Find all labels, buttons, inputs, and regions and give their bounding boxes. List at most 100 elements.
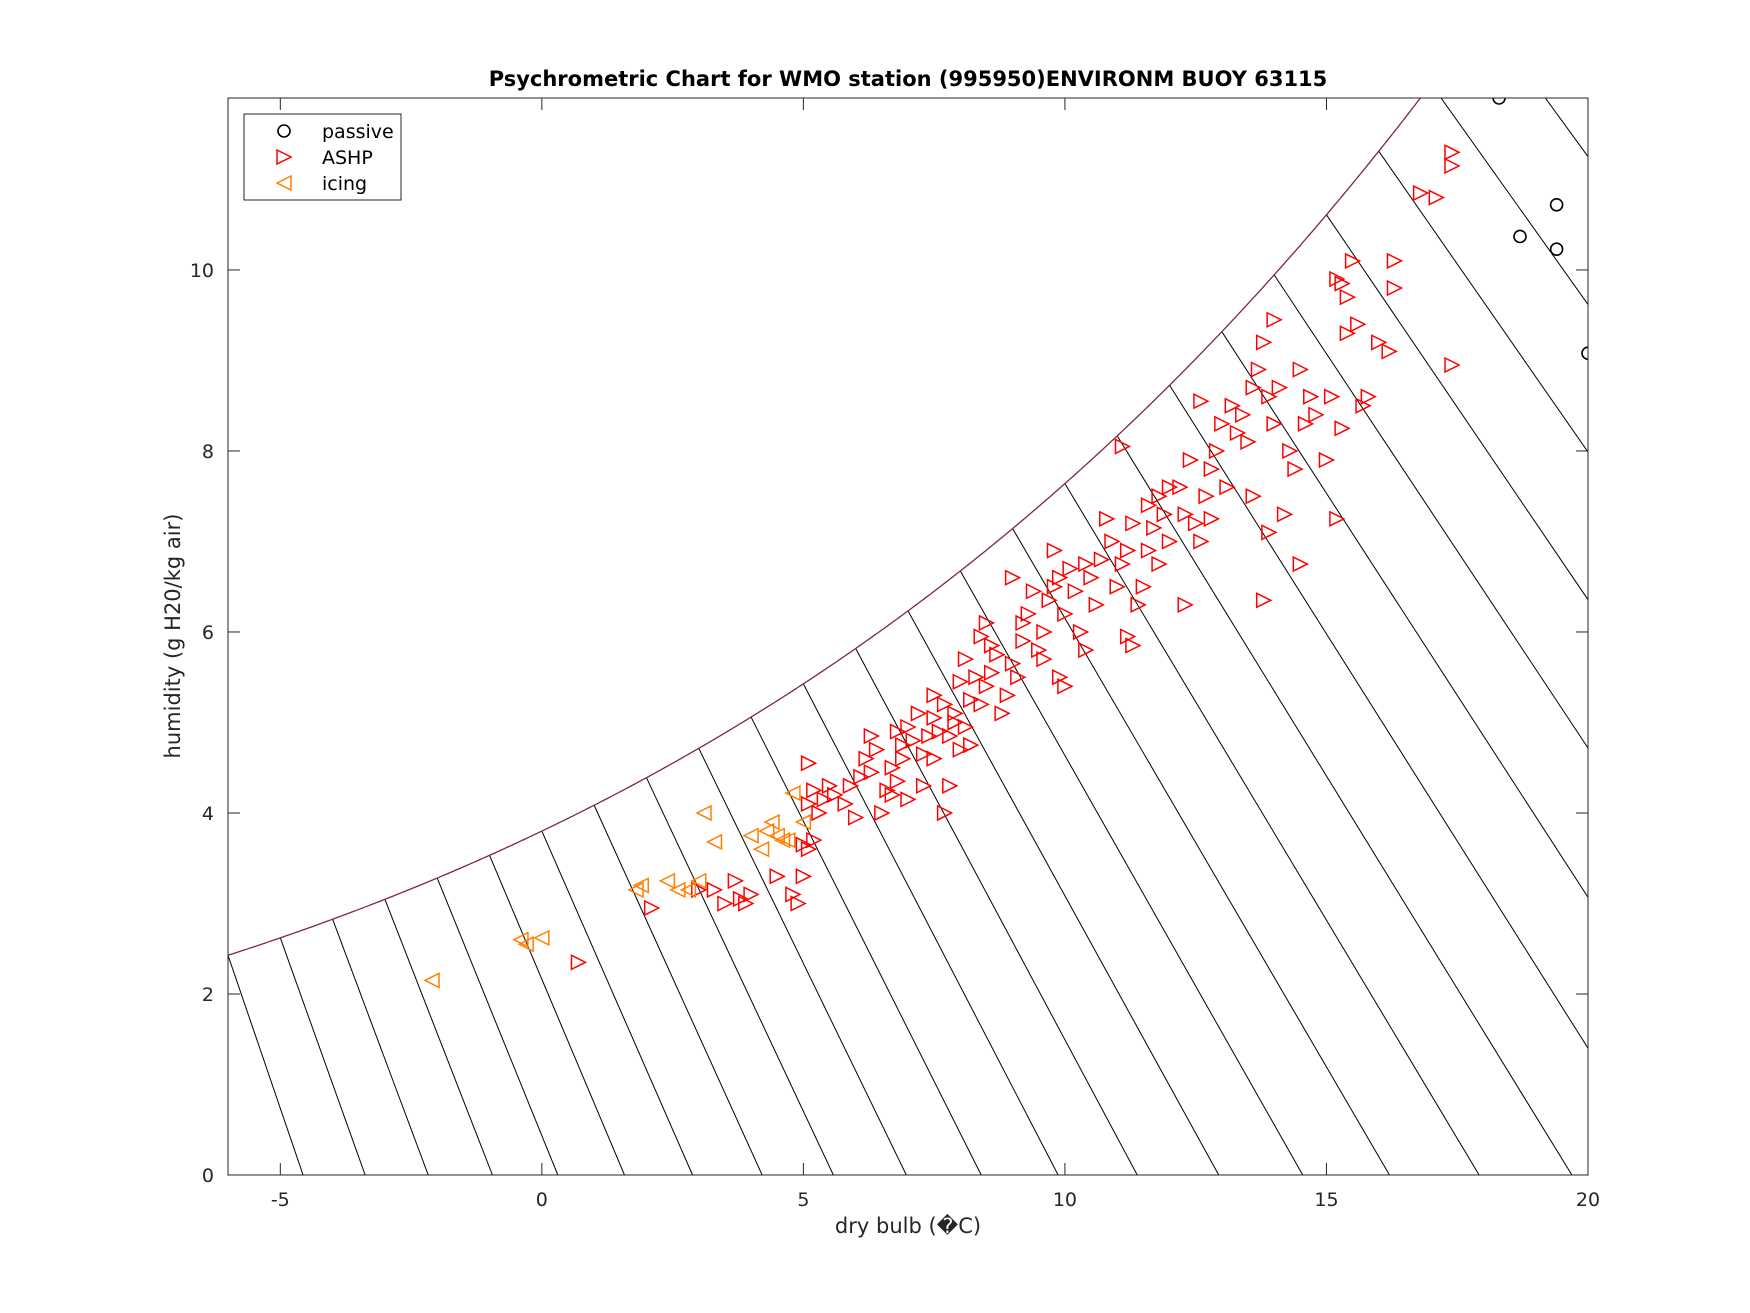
y-tick-label: 10	[190, 260, 214, 282]
point-icing	[690, 872, 707, 890]
point-icing	[658, 872, 676, 890]
legend-label-passive: passive	[322, 121, 394, 143]
wet-bulb-line	[1012, 528, 1390, 1175]
point-ashp	[1088, 596, 1105, 614]
point-ashp	[1161, 533, 1179, 550]
point-ashp	[1193, 533, 1210, 550]
point-ashp	[952, 673, 969, 690]
point-ashp	[847, 809, 865, 826]
point-ashp	[1287, 460, 1304, 478]
wet-bulb-line	[1221, 331, 1588, 899]
point-ashp	[1046, 542, 1064, 559]
wet-bulb-line	[1440, 98, 1588, 306]
point-icing	[794, 813, 812, 831]
point-ashp	[1250, 361, 1268, 378]
point-ashp	[863, 764, 881, 781]
point-ashp	[931, 723, 949, 740]
point-ashp	[1245, 379, 1262, 396]
point-ashp	[1339, 288, 1357, 306]
point-ashp	[1114, 555, 1132, 573]
point-ashp	[1303, 388, 1320, 405]
point-ashp	[1229, 424, 1247, 442]
point-ashp	[1083, 569, 1100, 586]
point-ashp	[1350, 316, 1367, 333]
legend-markers	[275, 124, 293, 192]
point-ashp	[1255, 334, 1273, 351]
point-ashp	[926, 709, 943, 727]
x-tick-label: 10	[1053, 1189, 1077, 1211]
point-icing	[779, 831, 796, 849]
point-ashp	[1292, 555, 1309, 573]
point-ashp	[921, 727, 938, 745]
point-ashp	[1151, 488, 1168, 505]
point-ashp	[978, 678, 996, 695]
point-ashp	[1339, 325, 1357, 342]
point-ashp	[1109, 578, 1126, 595]
point-ashp	[1067, 583, 1085, 600]
wet-bulb-line	[436, 877, 559, 1175]
point-ashp	[1004, 655, 1022, 672]
point-ashp	[1282, 442, 1299, 460]
point-ashp	[842, 777, 860, 795]
point-ashp	[863, 727, 881, 745]
point-ashp	[1140, 542, 1158, 559]
point-ashp	[915, 745, 933, 763]
point-ashp	[1010, 669, 1027, 686]
wet-bulb-line	[802, 683, 1059, 1175]
x-tick-label: -5	[271, 1189, 290, 1211]
point-ashp	[1412, 184, 1430, 202]
point-icing	[423, 972, 440, 989]
point-ashp	[1182, 451, 1200, 469]
point-icing	[695, 804, 712, 822]
point-ashp	[1057, 605, 1074, 623]
point-ashp	[879, 782, 896, 799]
point-ashp	[1156, 506, 1173, 523]
point-ashp	[1444, 157, 1461, 175]
point-ashp	[800, 754, 818, 772]
wet-bulb-line	[228, 955, 304, 1175]
point-ashp	[994, 705, 1011, 722]
point-ashp	[942, 777, 959, 795]
point-ashp	[1444, 356, 1461, 374]
point-ashp	[1004, 569, 1022, 586]
point-ashp	[1371, 334, 1388, 351]
point-ashp	[643, 899, 661, 917]
point-ashp	[1041, 592, 1058, 609]
wet-bulb-line	[593, 805, 763, 1175]
point-ashp	[952, 741, 969, 758]
point-icing	[669, 881, 686, 899]
point-ashp	[957, 718, 975, 736]
point-ashp	[926, 750, 943, 767]
point-ashp	[983, 637, 1001, 654]
point-ashp	[1203, 510, 1221, 528]
saturation-curve	[227, 97, 1422, 956]
point-icing	[752, 840, 770, 858]
point-ashp	[806, 831, 823, 849]
point-ashp	[1036, 650, 1053, 668]
wet-bulb-line	[855, 648, 1138, 1175]
point-ashp	[1187, 515, 1205, 532]
point-ashp	[1161, 478, 1179, 496]
data-markers	[423, 98, 1588, 989]
legend-box	[243, 113, 402, 201]
wet-bulb-line	[959, 570, 1304, 1175]
point-ashp	[691, 881, 708, 899]
y-axis-label: humidity (g H20/kg air)	[161, 514, 185, 759]
point-ashp	[1219, 478, 1236, 496]
point-ashp	[889, 773, 907, 790]
point-ashp	[895, 736, 912, 754]
point-ashp	[1329, 270, 1346, 288]
point-ashp	[795, 868, 813, 885]
wet-bulb-line	[489, 855, 625, 1175]
point-ashp	[1177, 596, 1194, 614]
point-ashp	[926, 687, 943, 704]
point-ashp	[884, 786, 901, 804]
point-ashp	[947, 714, 964, 731]
point-ashp	[790, 895, 807, 912]
point-ashp	[732, 890, 750, 908]
point-passive	[1581, 346, 1588, 361]
chart-title: Psychrometric Chart for WMO station (995…	[489, 67, 1328, 91]
legend-marker-icing	[275, 174, 292, 192]
point-icing	[742, 827, 759, 844]
point-ashp	[910, 705, 928, 722]
